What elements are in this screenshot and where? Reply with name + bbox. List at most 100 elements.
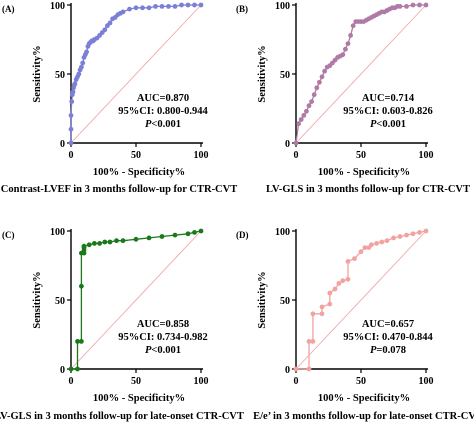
x-tick-label: 0 (294, 150, 299, 161)
x-tick-label: 0 (69, 376, 74, 387)
roc-point (69, 99, 75, 104)
roc-point (102, 27, 108, 33)
roc-point (107, 20, 113, 26)
roc-point (75, 366, 80, 372)
panel-label: (D) (236, 230, 249, 240)
roc-point (423, 2, 429, 8)
x-axis-label: 100% - Specificity% (318, 393, 410, 404)
roc-curve (296, 230, 427, 370)
roc-point (404, 232, 409, 238)
p-value-text: P=0.078 (370, 345, 406, 356)
roc-point (92, 241, 97, 246)
p-value-number: <0.001 (151, 119, 181, 130)
p-value-text: P<0.001 (145, 345, 181, 356)
y-tick-label: 100 (50, 227, 65, 238)
roc-point (311, 92, 317, 98)
roc-point (114, 238, 119, 244)
roc-panel-d: (D) 00 50 50 100 100 100% - Specificity% Sensit… (236, 227, 474, 422)
roc-point (306, 366, 312, 372)
roc-point (107, 239, 113, 245)
roc-panel-a: (A) 00 50 50 100 100 100% - Specificity% Sensit… (1, 1, 237, 195)
roc-point (397, 234, 403, 239)
p-value-number: <0.001 (151, 345, 181, 356)
roc-point (81, 243, 87, 249)
roc-point (97, 241, 102, 246)
x-tick-label: 100 (419, 150, 434, 161)
roc-point (133, 236, 139, 242)
roc-point (322, 68, 327, 74)
y-axis-label: Sensitivity% (257, 271, 268, 328)
roc-point (68, 366, 74, 372)
roc-point (319, 311, 325, 317)
auc-text: AUC=0.657 (362, 319, 414, 330)
roc-point (345, 41, 351, 46)
roc-point (185, 231, 191, 237)
roc-point (327, 290, 333, 296)
roc-point (198, 228, 204, 234)
panel-caption: LV-GLS in 3 months follow-up for CTR-CVT (266, 184, 470, 195)
roc-point (84, 49, 89, 55)
roc-point (423, 228, 429, 234)
roc-point (79, 339, 84, 344)
y-tick-label: 50 (280, 70, 290, 81)
roc-point (72, 81, 78, 87)
ci-text: 95%CI: 0.470-0.844 (343, 332, 433, 343)
roc-point (350, 23, 356, 29)
reference-line (70, 230, 202, 370)
roc-point (185, 2, 191, 8)
reference-line (295, 4, 427, 144)
roc-point (102, 239, 108, 245)
roc-point (410, 2, 416, 8)
roc-point (301, 113, 307, 118)
roc-point (379, 239, 385, 245)
x-axis-label: 100% - Specificity% (318, 167, 410, 178)
x-tick-label: 50 (356, 150, 366, 161)
ci-text: 95%CI: 0.800-0.944 (118, 106, 208, 117)
roc-point (159, 234, 165, 239)
roc-point (76, 71, 82, 77)
roc-point (159, 4, 165, 9)
roc-point (70, 89, 76, 95)
roc-point (340, 278, 346, 284)
y-tick-label: 0 (60, 139, 65, 150)
roc-point (166, 4, 171, 9)
roc-point (317, 79, 322, 85)
auc-text: AUC=0.870 (137, 93, 189, 104)
y-tick-label: 0 (60, 365, 65, 376)
roc-point (120, 9, 126, 15)
roc-point (309, 99, 314, 104)
roc-point (80, 60, 86, 66)
roc-point (358, 249, 364, 255)
panel-caption: Contrast-LVEF in 3 months follow-up for … (1, 184, 237, 195)
p-value-symbol: P (145, 119, 152, 130)
roc-point (327, 301, 333, 307)
p-value-number: =0.078 (376, 345, 406, 356)
roc-point (120, 238, 126, 244)
roc-point (340, 52, 346, 58)
roc-panel-c: (C) 00 50 50 100 100 100% - Specificity% Sensit… (0, 227, 244, 422)
roc-point (127, 6, 132, 12)
panel-caption: LV-GLS in 3 months follow-up for late-on… (0, 411, 244, 422)
roc-point (146, 5, 152, 11)
roc-point (293, 366, 299, 372)
x-axis-label: 100% - Specificity% (93, 393, 185, 404)
roc-point (306, 103, 312, 109)
p-value-symbol: P (145, 345, 152, 356)
roc-point (68, 113, 74, 118)
y-tick-label: 100 (275, 227, 290, 238)
roc-point (343, 46, 348, 52)
roc-point (298, 117, 304, 122)
p-value-symbol: P (370, 345, 377, 356)
roc-point (345, 259, 351, 264)
roc-point (140, 5, 145, 11)
x-tick-label: 0 (294, 376, 299, 387)
roc-point (345, 276, 351, 282)
roc-point (410, 231, 416, 237)
y-tick-label: 0 (285, 139, 290, 150)
roc-point (310, 339, 316, 344)
reference-line (295, 230, 427, 370)
roc-point (310, 311, 316, 317)
y-tick-label: 50 (280, 296, 290, 307)
roc-point (306, 339, 312, 344)
y-tick-label: 50 (55, 70, 65, 81)
